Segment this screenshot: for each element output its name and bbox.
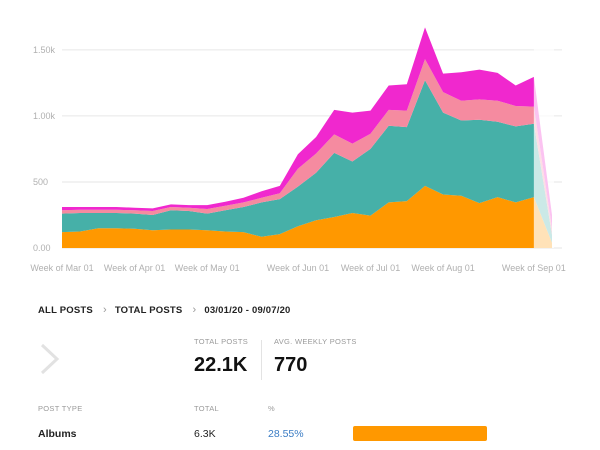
stacked-area-chart: 0.00 500 1.00k 1.50k Week of Mar 01 Week of A…	[30, 20, 566, 273]
avg-weekly-label: AVG. WEEKLY POSTS	[274, 337, 357, 346]
x-tick-label: Week of Apr 01	[104, 263, 165, 273]
col-header-post-type: POST TYPE	[38, 404, 83, 413]
col-header-percent: %	[268, 404, 275, 413]
x-tick-label: Week of Jul 01	[341, 263, 400, 273]
total-posts-label: TOTAL POSTS	[194, 337, 249, 346]
y-tick-label: 500	[33, 177, 48, 187]
row-post-type: Albums	[38, 428, 77, 440]
x-tick-label: Week of May 01	[175, 263, 240, 273]
x-tick-label: Week of Mar 01	[30, 263, 93, 273]
share-bar-fill	[353, 426, 487, 441]
avg-weekly-stat: AVG. WEEKLY POSTS 770	[274, 337, 357, 377]
chevron-right-icon[interactable]	[38, 342, 62, 376]
chevron-right-icon: ›	[192, 304, 197, 316]
breadcrumb: ALL POSTS › TOTAL POSTS › 03/01/20 - 09/…	[38, 304, 291, 316]
x-tick-label: Week of Aug 01	[411, 263, 474, 273]
date-range: 03/01/20 - 09/07/20	[204, 304, 291, 316]
breadcrumb-all-posts[interactable]: ALL POSTS	[38, 304, 93, 316]
breadcrumb-total-posts[interactable]: TOTAL POSTS	[114, 304, 183, 316]
stat-divider	[261, 340, 262, 380]
share-bar	[353, 426, 487, 441]
y-tick-label: 1.00k	[33, 111, 56, 121]
area-series-2[interactable]	[62, 80, 552, 243]
total-posts-value: 22.1K	[194, 354, 248, 376]
total-posts-stat: TOTAL POSTS 22.1K	[194, 337, 248, 377]
x-tick-label: Week of Jun 01	[267, 263, 329, 273]
x-tick-label: Week of Sep 01	[502, 263, 566, 273]
chevron-right-icon: ›	[102, 304, 107, 316]
row-total: 6.3K	[194, 428, 216, 440]
y-tick-label: 1.50k	[33, 45, 56, 55]
area-series-4[interactable]	[62, 27, 552, 229]
avg-weekly-value: 770	[274, 354, 308, 376]
row-percent: 28.55%	[268, 428, 304, 440]
y-tick-label: 0.00	[33, 243, 51, 253]
partial-week-overlay	[533, 20, 554, 248]
col-header-total: TOTAL	[194, 404, 219, 413]
area-series-1[interactable]	[62, 185, 552, 248]
